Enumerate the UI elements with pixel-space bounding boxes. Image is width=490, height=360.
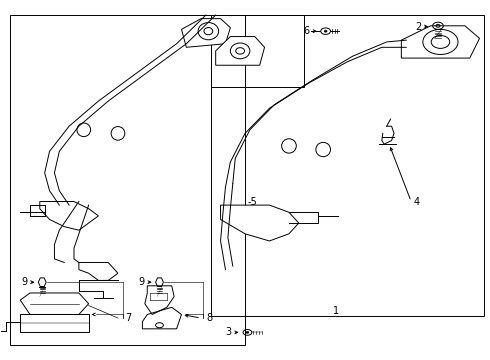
Text: 9: 9 xyxy=(22,277,27,287)
Text: 6: 6 xyxy=(304,26,310,36)
Polygon shape xyxy=(40,202,98,230)
Text: 2: 2 xyxy=(415,22,421,32)
Polygon shape xyxy=(79,262,118,280)
Text: -5: -5 xyxy=(247,197,257,207)
Ellipse shape xyxy=(246,331,249,333)
Polygon shape xyxy=(181,19,230,47)
Text: 9: 9 xyxy=(139,277,145,287)
Text: 4: 4 xyxy=(414,197,420,207)
Polygon shape xyxy=(220,205,299,241)
Polygon shape xyxy=(216,37,265,65)
Text: 3: 3 xyxy=(226,327,232,337)
Polygon shape xyxy=(401,26,480,58)
Text: 1: 1 xyxy=(333,306,339,316)
Text: 7: 7 xyxy=(125,313,131,323)
Text: 8: 8 xyxy=(206,313,212,323)
Ellipse shape xyxy=(324,30,327,32)
Polygon shape xyxy=(145,286,174,315)
